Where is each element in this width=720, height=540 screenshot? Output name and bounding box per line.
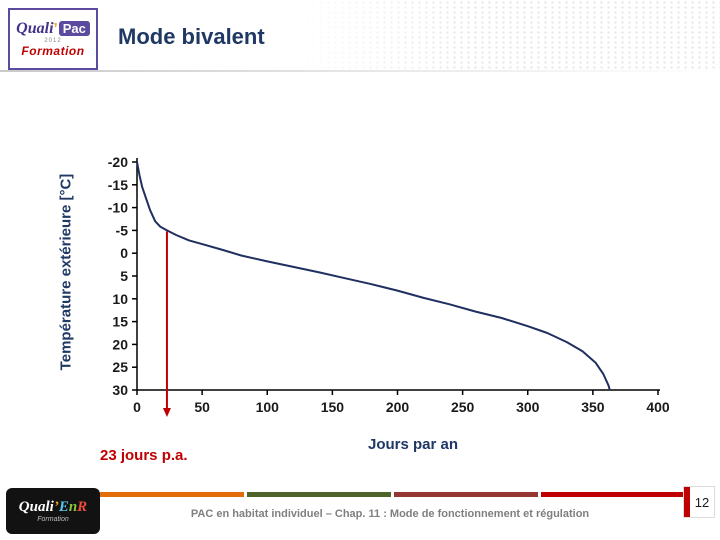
qualienr-logo-wordmark: Quali’EnR (19, 499, 87, 516)
bivalence-days-annotation: 23 jours p.a. (100, 447, 188, 464)
x-tick-label: 350 (581, 399, 605, 415)
x-tick-label: 100 (256, 399, 280, 415)
qualienr-logo-quali: Quali (18, 499, 54, 516)
x-tick-label: 0 (133, 399, 141, 415)
page-title: Mode bivalent (118, 24, 265, 49)
y-tick-label: 0 (120, 245, 128, 261)
qualienr-swoosh-icon: ’ (53, 499, 59, 516)
header-texture (290, 0, 720, 70)
qualipac-logo-year: 2012 (44, 38, 62, 44)
footer-bar-segment (394, 492, 538, 497)
qualienr-logo-e: E (58, 499, 69, 516)
x-tick-label: 300 (516, 399, 540, 415)
qualipac-logo-formation: Formation (21, 44, 85, 58)
footer-color-bar (100, 492, 685, 497)
x-tick-label: 250 (451, 399, 475, 415)
qualienr-logo-r: R (77, 499, 88, 516)
qualipac-logo-quali: Quali (16, 20, 54, 37)
x-tick-label: 50 (194, 399, 210, 415)
y-tick-label: -10 (108, 200, 128, 216)
x-tick-label: 400 (646, 399, 670, 415)
y-tick-label: 5 (120, 268, 128, 284)
qualienr-logo: Quali’EnR Formation (6, 488, 100, 534)
qualipac-logo: Quali’ Pac 2012 Formation (8, 8, 98, 70)
y-tick-label: 15 (112, 314, 128, 330)
header-divider (0, 70, 720, 72)
qualienr-logo-formation: Formation (37, 515, 69, 523)
qualipac-logo-pac: Pac (58, 21, 90, 36)
y-tick-label: 10 (112, 291, 128, 307)
y-tick-label: 30 (112, 382, 128, 398)
x-tick-label: 200 (386, 399, 410, 415)
qualienr-logo-n: n (68, 499, 78, 516)
footer-bar-segment (100, 492, 244, 497)
qualipac-swoosh-icon: ’ (53, 20, 58, 37)
x-axis-title: Jours par an (368, 436, 459, 453)
y-axis-title: Température extérieure [°C] (57, 173, 75, 371)
y-tick-label: 20 (112, 336, 128, 352)
y-tick-label: -20 (108, 154, 128, 170)
qualipac-logo-wordmark: Quali’ Pac (16, 21, 90, 37)
footer-text: PAC en habitat individuel – Chap. 11 : M… (190, 508, 590, 520)
x-tick-label: 150 (321, 399, 345, 415)
y-tick-label: -5 (116, 222, 129, 238)
y-tick-label: 25 (112, 359, 128, 375)
y-tick-label: -15 (108, 177, 128, 193)
footer-bar-segment (541, 492, 685, 497)
page-number: 12 (684, 487, 714, 517)
footer-bar-segment (247, 492, 391, 497)
bivalence-arrow-head-icon (162, 408, 171, 417)
temperature-curve (136, 161, 611, 391)
